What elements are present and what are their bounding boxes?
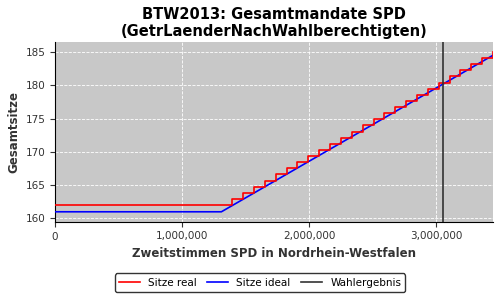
Sitze real: [349, 136, 355, 140]
Sitze real: [240, 197, 246, 201]
Legend: Sitze real, Sitze ideal, Wahlergebnis: Sitze real, Sitze ideal, Wahlergebnis: [114, 274, 406, 292]
Sitze ideal: [490, 53, 496, 57]
Sitze real: [468, 62, 474, 66]
Line: Sitze real: Sitze real: [55, 52, 493, 205]
Sitze real: [392, 105, 398, 109]
Sitze real: [316, 154, 322, 158]
Sitze real: [382, 111, 388, 115]
Y-axis label: Gesamtsitze: Gesamtsitze: [7, 91, 20, 173]
Sitze ideal: [218, 210, 224, 214]
Sitze ideal: [52, 210, 58, 214]
Sitze real: [52, 203, 58, 207]
Line: Sitze ideal: Sitze ideal: [55, 55, 493, 212]
X-axis label: Zweitstimmen SPD in Nordrhein-Westfalen: Zweitstimmen SPD in Nordrhein-Westfalen: [132, 247, 416, 260]
Sitze real: [490, 50, 496, 54]
Title: BTW2013: Gesamtmandate SPD
(GetrLaenderNachWahlberechtigten): BTW2013: Gesamtmandate SPD (GetrLaenderN…: [120, 7, 428, 39]
